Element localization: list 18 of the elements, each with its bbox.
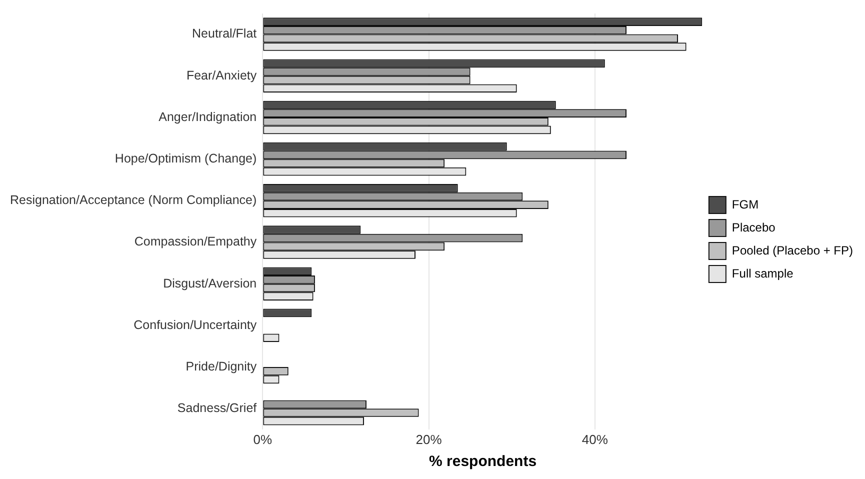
y-tick-label: Hope/Optimism (Change)	[114, 152, 257, 166]
x-tick-label: 0%	[253, 432, 272, 447]
y-tick-label: Disgust/Aversion	[163, 276, 257, 290]
y-tick-label: Resignation/Acceptance (Norm Compliance)	[10, 193, 257, 208]
legend-label: Full sample	[732, 266, 794, 280]
y-tick-label: Fear/Anxiety	[186, 68, 258, 82]
y-tick-label: Pride/Dignity	[186, 359, 258, 374]
y-tick-label: Sadness/Grief	[177, 401, 258, 416]
x-axis-title: % respondents	[429, 453, 537, 470]
x-tick-label: 40%	[582, 432, 608, 447]
legend-label: Placebo	[732, 220, 776, 234]
legend-label: Pooled (Placebo + FP)	[732, 243, 854, 258]
y-tick-label: Confusion/Uncertainty	[134, 318, 258, 332]
x-tick-label: 20%	[416, 432, 442, 447]
legend-label: FGM	[732, 197, 759, 212]
y-tick-label: Compassion/Empathy	[134, 234, 258, 249]
y-tick-label: Anger/Indignation	[158, 110, 257, 124]
y-tick-label: Neutral/Flat	[192, 26, 258, 41]
